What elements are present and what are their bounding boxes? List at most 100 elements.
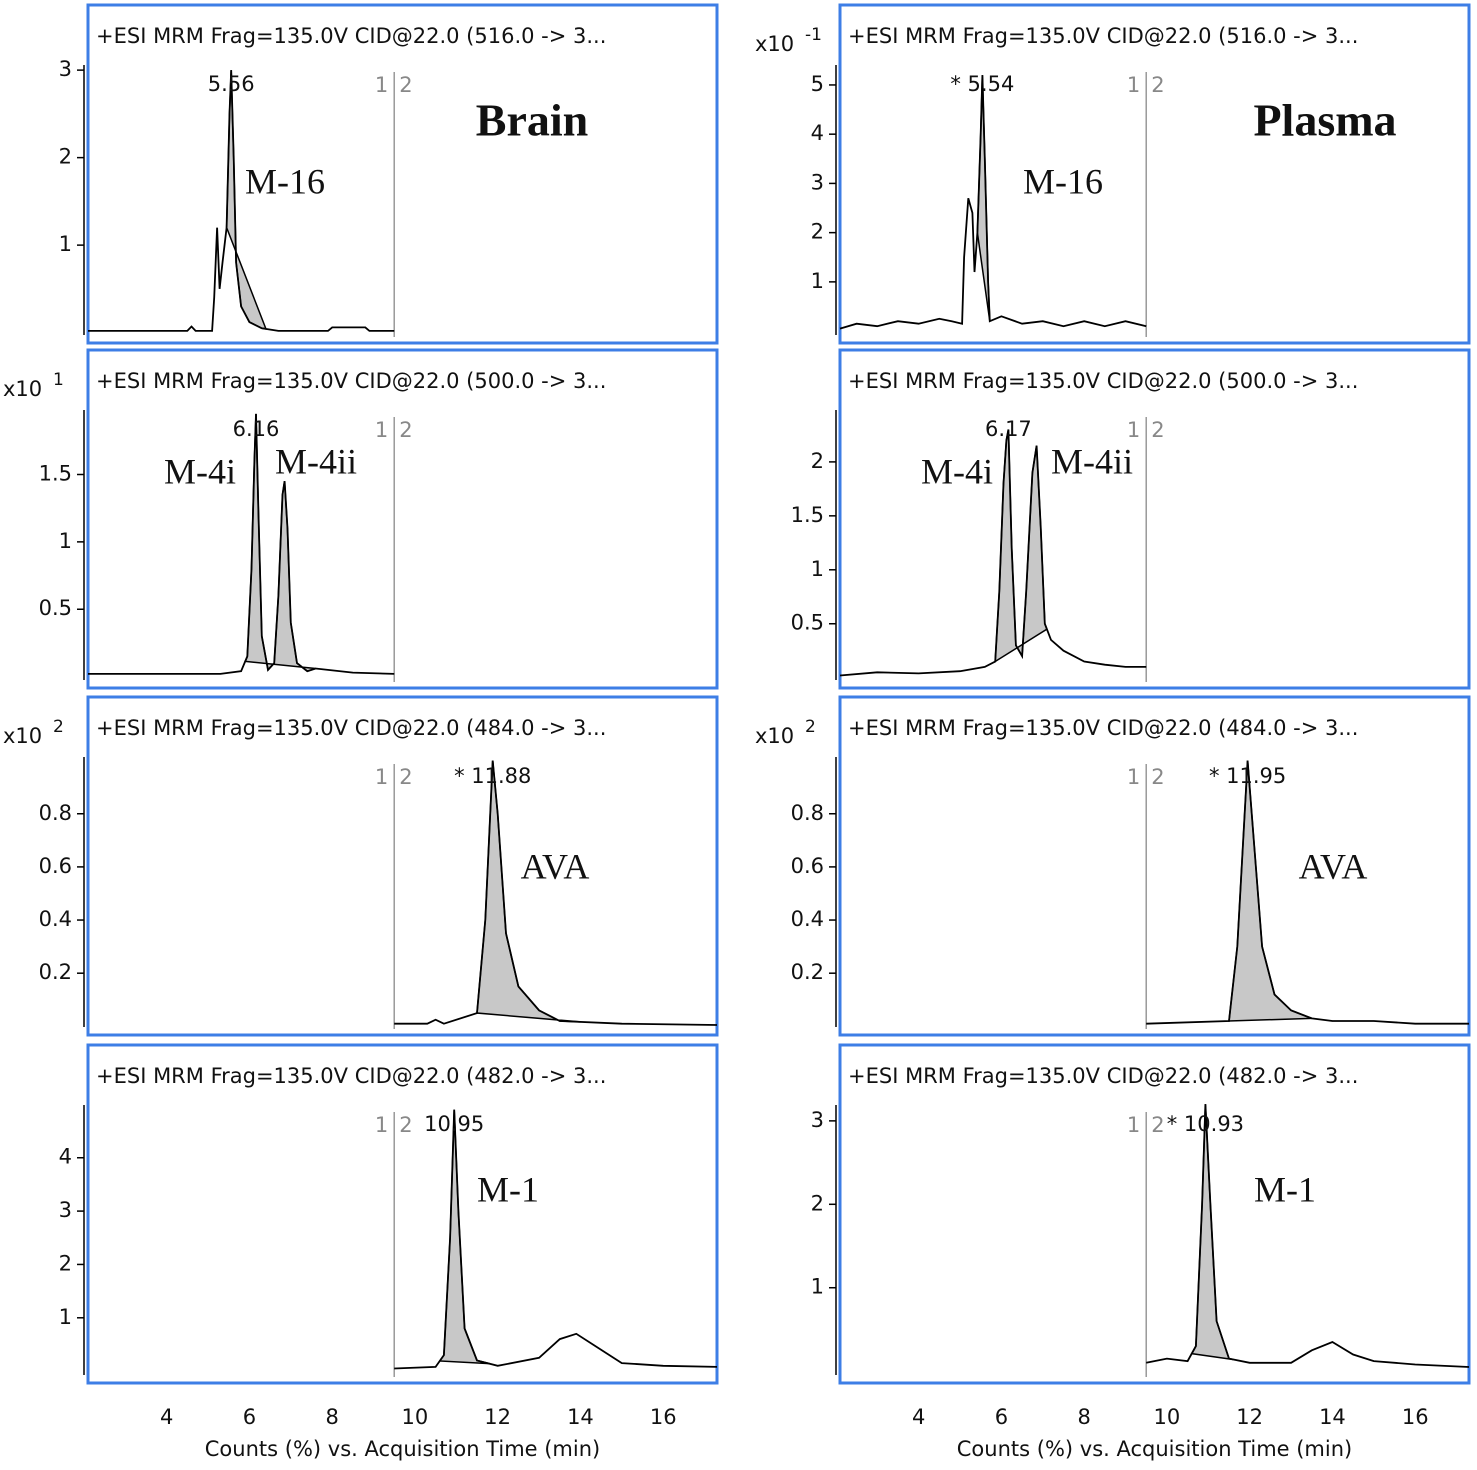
panel-title: +ESI MRM Frag=135.0V CID@22.0 (482.0 -> … bbox=[848, 1064, 1358, 1088]
y-multiplier-exponent: 1 bbox=[53, 370, 64, 390]
y-tick-label: 0.8 bbox=[791, 801, 824, 825]
panel-title: +ESI MRM Frag=135.0V CID@22.0 (484.0 -> … bbox=[848, 716, 1358, 740]
panel: +ESI MRM Frag=135.0V CID@22.0 (516.0 -> … bbox=[755, 3, 1471, 345]
y-tick-label: 5 bbox=[811, 72, 824, 96]
compound-label: AVA bbox=[521, 846, 590, 886]
compound-label: M-4i bbox=[164, 451, 236, 491]
segment-label: 2 bbox=[399, 418, 412, 442]
y-tick-label: 3 bbox=[811, 1108, 824, 1132]
segment-label: 2 bbox=[1151, 73, 1164, 97]
x-tick-label: 8 bbox=[1077, 1405, 1090, 1429]
y-tick-label: 0.6 bbox=[39, 854, 72, 878]
panel-title: +ESI MRM Frag=135.0V CID@22.0 (516.0 -> … bbox=[848, 24, 1358, 48]
x-tick-label: 12 bbox=[484, 1405, 511, 1429]
panel-frame bbox=[86, 1043, 719, 1385]
compound-label: M-4ii bbox=[1051, 441, 1133, 481]
x-tick-label: 12 bbox=[1236, 1405, 1263, 1429]
panel-frame bbox=[86, 348, 719, 690]
y-tick-label: 2 bbox=[811, 1191, 824, 1215]
x-tick-label: 10 bbox=[1154, 1405, 1181, 1429]
panel: +ESI MRM Frag=135.0V CID@22.0 (500.0 -> … bbox=[3, 348, 719, 690]
panel-title: +ESI MRM Frag=135.0V CID@22.0 (500.0 -> … bbox=[96, 369, 606, 393]
y-tick-label: 4 bbox=[811, 121, 824, 145]
y-multiplier-exponent: 2 bbox=[805, 717, 816, 737]
segment-label: 2 bbox=[399, 765, 412, 789]
compound-label: M-4i bbox=[921, 451, 993, 491]
integrated-area bbox=[476, 760, 581, 1023]
segment-label: 2 bbox=[399, 73, 412, 97]
y-tick-label: 1 bbox=[811, 1275, 824, 1299]
y-multiplier-exponent: 2 bbox=[53, 717, 64, 737]
x-tick-label: 14 bbox=[1319, 1405, 1346, 1429]
panel: +ESI MRM Frag=135.0V CID@22.0 (484.0 -> … bbox=[3, 695, 719, 1037]
segment-label: 1 bbox=[1127, 73, 1140, 97]
x-tick-label: 6 bbox=[243, 1405, 256, 1429]
y-tick-label: 0.4 bbox=[39, 907, 72, 931]
y-tick-label: 2 bbox=[59, 1251, 72, 1275]
peak-label: 5.56 bbox=[208, 72, 255, 96]
panel-title: +ESI MRM Frag=135.0V CID@22.0 (516.0 -> … bbox=[96, 24, 606, 48]
segment-label: 1 bbox=[375, 1113, 388, 1137]
panel: +ESI MRM Frag=135.0V CID@22.0 (484.0 -> … bbox=[755, 695, 1471, 1037]
y-tick-label: 1 bbox=[811, 557, 824, 581]
y-tick-label: 0.6 bbox=[791, 854, 824, 878]
compound-label: M-4ii bbox=[275, 441, 357, 481]
integrated-area bbox=[994, 429, 1048, 663]
segment-label: 2 bbox=[1151, 418, 1164, 442]
peak-label: 10.95 bbox=[424, 1112, 484, 1136]
y-tick-label: 0.2 bbox=[791, 960, 824, 984]
x-tick-label: 4 bbox=[912, 1405, 925, 1429]
chromatogram-trace bbox=[839, 429, 1147, 677]
x-tick-label: 6 bbox=[995, 1405, 1008, 1429]
y-multiplier: x10 bbox=[755, 724, 794, 748]
peak-label: * 11.88 bbox=[454, 764, 531, 788]
y-tick-label: 4 bbox=[59, 1145, 72, 1169]
x-tick-label: 16 bbox=[650, 1405, 677, 1429]
segment-label: 2 bbox=[1151, 1113, 1164, 1137]
panel-title: +ESI MRM Frag=135.0V CID@22.0 (482.0 -> … bbox=[96, 1064, 606, 1088]
peak-label: * 10.93 bbox=[1167, 1112, 1244, 1136]
segment-label: 1 bbox=[1127, 1113, 1140, 1137]
compound-label: M-16 bbox=[245, 161, 325, 201]
y-tick-label: 0.8 bbox=[39, 801, 72, 825]
x-tick-label: 14 bbox=[567, 1405, 594, 1429]
panel-title: +ESI MRM Frag=135.0V CID@22.0 (484.0 -> … bbox=[96, 716, 606, 740]
segment-label: 2 bbox=[399, 1113, 412, 1137]
x-tick-label: 16 bbox=[1402, 1405, 1429, 1429]
segment-label: 2 bbox=[1151, 765, 1164, 789]
segment-label: 1 bbox=[1127, 418, 1140, 442]
chromatogram-trace bbox=[88, 413, 395, 675]
panel-frame bbox=[86, 695, 719, 1037]
y-tick-label: 1 bbox=[59, 1305, 72, 1329]
peak-label: 6.16 bbox=[233, 417, 280, 441]
x-tick-label: 4 bbox=[160, 1405, 173, 1429]
y-tick-label: 2 bbox=[811, 449, 824, 473]
y-tick-label: 0.5 bbox=[791, 611, 824, 635]
y-tick-label: 2 bbox=[811, 220, 824, 244]
panel-frame bbox=[838, 1043, 1471, 1385]
peak-label: * 5.54 bbox=[950, 72, 1014, 96]
segment-label: 1 bbox=[1127, 765, 1140, 789]
y-tick-label: 0.2 bbox=[39, 960, 72, 984]
chromatogram-trace bbox=[1146, 760, 1469, 1025]
x-axis-label: Counts (%) vs. Acquisition Time (min) bbox=[957, 1437, 1352, 1461]
tissue-label: Brain bbox=[476, 95, 588, 146]
segment-label: 1 bbox=[375, 765, 388, 789]
compound-label: M-1 bbox=[477, 1169, 539, 1209]
y-tick-label: 1.5 bbox=[791, 503, 824, 527]
y-multiplier: x10 bbox=[3, 724, 42, 748]
chromatogram-trace bbox=[394, 1109, 718, 1370]
x-tick-label: 8 bbox=[325, 1405, 338, 1429]
chromatogram-trace bbox=[1146, 1104, 1470, 1368]
y-multiplier: x10 bbox=[755, 32, 794, 56]
y-multiplier-exponent: -1 bbox=[805, 25, 822, 45]
panel: +ESI MRM Frag=135.0V CID@22.0 (516.0 -> … bbox=[59, 3, 719, 345]
panel-frame bbox=[838, 348, 1471, 690]
compound-label: M-1 bbox=[1254, 1169, 1316, 1209]
peak-label: * 11.95 bbox=[1209, 764, 1286, 788]
y-multiplier: x10 bbox=[3, 377, 42, 401]
panel-frame bbox=[838, 695, 1471, 1037]
y-tick-label: 3 bbox=[59, 57, 72, 81]
compound-label: AVA bbox=[1299, 846, 1368, 886]
